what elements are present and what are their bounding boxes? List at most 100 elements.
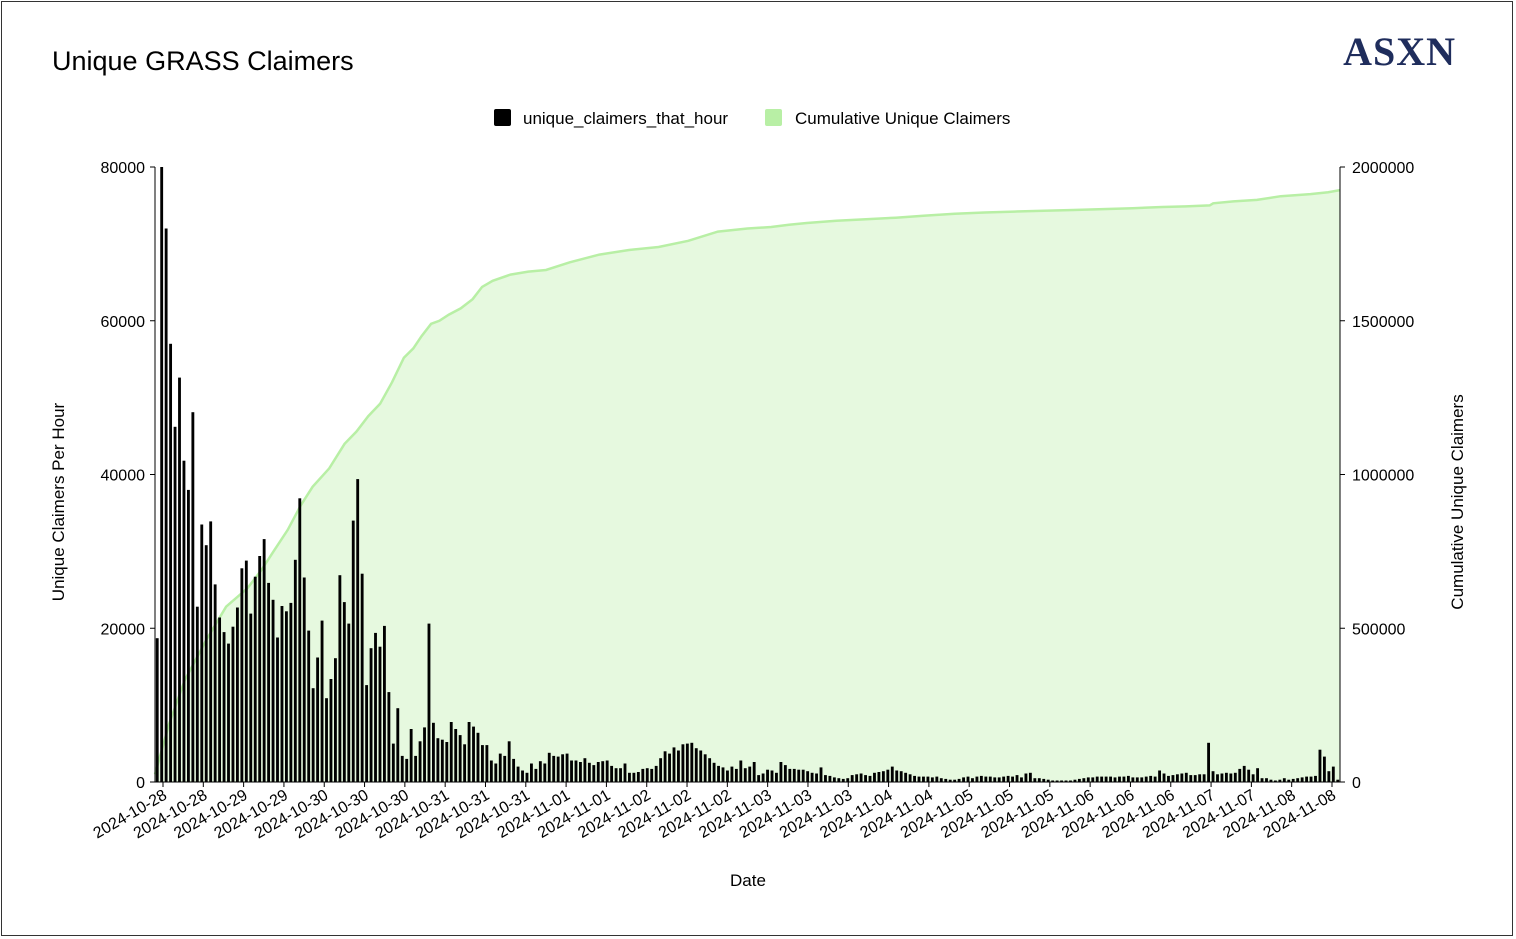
bar: [325, 698, 328, 782]
bar: [405, 758, 409, 782]
bar: [1233, 772, 1237, 782]
x-axis: 2024-10-282024-10-282024-10-292024-10-29…: [91, 781, 1340, 842]
bar: [922, 776, 925, 782]
bar: [957, 778, 961, 782]
legend-swatch-bars: [494, 109, 511, 126]
bar: [726, 770, 729, 782]
bar: [1158, 770, 1161, 782]
bar: [1202, 774, 1206, 782]
bar: [953, 779, 957, 782]
bar: [1314, 775, 1317, 782]
bar: [739, 760, 743, 782]
bar: [503, 755, 507, 782]
bar: [445, 742, 449, 782]
bar: [311, 688, 315, 782]
bar: [850, 775, 854, 782]
bar: [530, 763, 533, 782]
bar: [614, 768, 618, 782]
bar: [298, 498, 302, 782]
bar: [1104, 776, 1108, 782]
bar: [432, 722, 435, 782]
bar: [1006, 775, 1010, 782]
bar: [293, 559, 297, 782]
bar: [1060, 780, 1063, 782]
bar: [409, 729, 413, 782]
bar: [712, 762, 716, 782]
right-tick-label: 2000000: [1352, 160, 1414, 177]
bar: [944, 778, 948, 782]
bar: [258, 556, 262, 782]
bar: [427, 623, 431, 782]
right-axis: 0 500000 1000000 1500000 2000000: [1339, 160, 1414, 792]
bar: [926, 776, 930, 782]
bar: [1171, 775, 1175, 782]
bar: [481, 745, 484, 782]
bar: [1224, 772, 1228, 782]
bar: [200, 524, 204, 782]
bar: [1296, 778, 1300, 782]
bar: [1198, 774, 1202, 782]
bar: [1167, 775, 1170, 782]
bar: [654, 765, 658, 782]
bar: [169, 343, 173, 782]
left-tick-label: 0: [136, 775, 145, 792]
bar: [828, 775, 832, 782]
legend-swatch-cumulative: [765, 109, 782, 126]
bar: [338, 575, 342, 782]
bar: [908, 774, 912, 782]
bar: [1064, 780, 1068, 782]
bar: [1300, 777, 1304, 782]
bar: [1042, 778, 1046, 782]
bar: [587, 762, 591, 782]
bar: [1095, 776, 1099, 782]
bar: [717, 765, 720, 782]
bar: [320, 620, 324, 782]
bar: [556, 756, 560, 782]
bar: [507, 741, 511, 782]
bar: [939, 778, 943, 782]
bar: [1260, 778, 1264, 782]
bar: [966, 776, 970, 782]
bar: [383, 625, 386, 782]
bar: [1011, 776, 1014, 782]
bar: [204, 545, 208, 782]
bar: [231, 626, 235, 782]
bar: [525, 772, 529, 782]
bar: [280, 606, 284, 782]
bar: [636, 772, 640, 782]
bar: [400, 755, 404, 782]
bar: [632, 772, 636, 782]
bar: [565, 753, 569, 782]
bar: [449, 722, 453, 782]
bar: [494, 763, 498, 782]
bar: [1242, 765, 1246, 782]
bar: [659, 758, 663, 782]
bar: [191, 412, 195, 782]
bar: [1086, 777, 1090, 782]
bar: [1077, 778, 1081, 782]
bar: [195, 606, 199, 782]
bar: [1051, 780, 1055, 782]
bar: [761, 773, 765, 782]
bar: [1069, 780, 1072, 782]
bar: [628, 772, 631, 782]
bar: [1073, 779, 1077, 782]
bar: [1015, 775, 1019, 782]
bar: [975, 776, 979, 782]
bar: [1028, 772, 1032, 782]
bar: [610, 765, 614, 782]
bar: [244, 560, 248, 782]
left-tick-label: 20000: [101, 621, 146, 638]
bar: [369, 648, 373, 782]
right-tick-label: 1000000: [1352, 468, 1414, 485]
bar: [913, 775, 916, 782]
bar: [418, 741, 422, 782]
y2-axis-label: Cumulative Unique Claimers: [1448, 394, 1467, 609]
y-axis-label: Unique Claimers Per Hour: [49, 402, 68, 601]
bar: [792, 768, 796, 782]
bar: [1207, 742, 1211, 782]
bar: [690, 742, 694, 782]
bar: [182, 460, 186, 782]
bar: [289, 602, 293, 782]
